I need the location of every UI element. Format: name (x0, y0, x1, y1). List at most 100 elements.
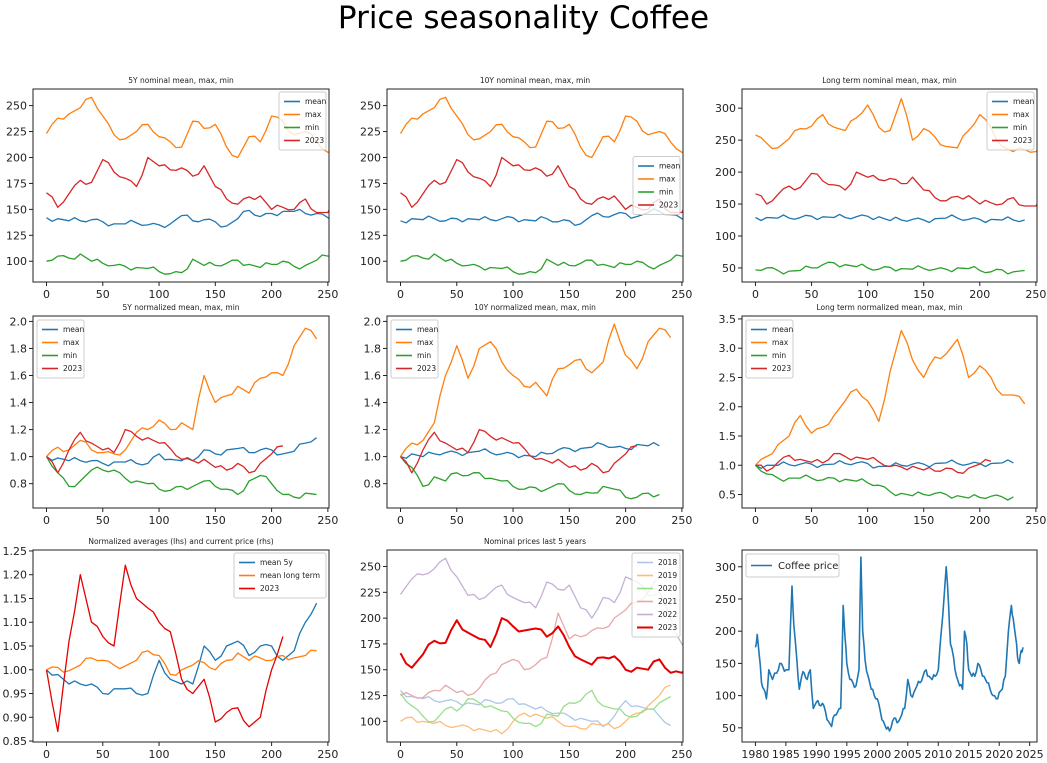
x-tick-label: 2010 (924, 748, 952, 761)
y-tick-label: 100 (360, 255, 381, 268)
x-tick-label: 200 (615, 514, 636, 527)
series-line-mean-long-term (46, 649, 317, 676)
legend-label: min (417, 351, 431, 360)
legend-label: mean (772, 325, 794, 334)
series-line-coffee-price (754, 556, 1024, 732)
legend-label: 2023 (417, 364, 436, 373)
x-tick-label: 200 (261, 514, 282, 527)
x-tick-label: 150 (913, 514, 934, 527)
series-group (45, 96, 329, 275)
x-tick-label: 50 (450, 288, 464, 301)
series-line-2021 (400, 576, 660, 699)
subplot-title: 5Y nominal mean, max, min (128, 76, 234, 85)
x-tick-label: 250 (1025, 514, 1046, 527)
y-tick-label: 1.00 (3, 664, 28, 677)
y-tick-label: 250 (715, 134, 736, 147)
y-tick-label: 1.10 (3, 616, 28, 629)
y-tick-label: 1.0 (719, 459, 737, 472)
x-tick-label: 2005 (894, 748, 922, 761)
figure-title: Price seasonality Coffee (337, 0, 710, 36)
y-tick-label: 125 (360, 690, 381, 703)
x-tick-label: 150 (205, 514, 226, 527)
legend-box (278, 91, 327, 151)
subplot-5: 10Y normalized mean, max, min 0 50 100 150 20… (364, 303, 693, 527)
legend: mean max min 2023 (986, 91, 1035, 151)
x-tick-label: 200 (261, 288, 282, 301)
series-line-2023 (400, 428, 638, 474)
legend-label: Coffee price (778, 561, 838, 572)
legend-label: 2023 (305, 136, 324, 145)
x-tick-label: 2025 (1016, 748, 1044, 761)
legend-label: max (772, 338, 789, 347)
x-tick-label: 250 (671, 748, 692, 761)
y-tick-label: 225 (6, 126, 27, 139)
subplot-8: Nominal prices last 5 years 0 50 100 150 200 2… (360, 537, 692, 761)
x-tick-label: 50 (96, 514, 110, 527)
subplot-1: 5Y nominal mean, max, min 0 50 100 150 200 250… (6, 76, 338, 301)
series-group (399, 323, 672, 500)
x-tick-label: 200 (969, 514, 990, 527)
y-tick-label: 1.5 (719, 430, 737, 443)
legend-label: max (1013, 110, 1030, 119)
legend-label: mean long term (260, 571, 320, 580)
legend: 2018 2019 2020 2021 2022 2023 (631, 552, 681, 638)
x-tick-label: 250 (1025, 288, 1046, 301)
axes-frame (741, 549, 1038, 743)
series-line-2023 (45, 564, 284, 733)
legend-label: min (659, 188, 673, 197)
y-tick-label: 100 (360, 715, 381, 728)
legend-label: max (305, 110, 322, 119)
x-tick-label: 50 (805, 514, 819, 527)
x-tick-label: 2000 (863, 748, 891, 761)
y-tick-label: 300 (715, 561, 736, 574)
subplot-title: Normalized averages (lhs) and current pr… (88, 537, 273, 546)
y-tick-label: 1.8 (10, 342, 28, 355)
subplot-title: Long term normalized mean, max, min (816, 303, 962, 312)
legend-label: mean (63, 325, 85, 334)
legend-box (36, 319, 85, 379)
x-tick-label: 100 (503, 288, 524, 301)
y-tick-label: 150 (715, 657, 736, 670)
x-tick-label: 250 (671, 288, 692, 301)
series-line-max (46, 327, 318, 458)
legend-label: 2023 (659, 201, 678, 210)
x-tick-label: 2020 (985, 748, 1013, 761)
y-tick-label: 0.5 (719, 489, 737, 502)
y-tick-label: 300 (715, 102, 736, 115)
legend-box (233, 552, 327, 599)
legend-label: min (772, 351, 786, 360)
y-tick-label: 200 (715, 166, 736, 179)
x-tick-label: 1990 (802, 748, 830, 761)
y-tick-label: 3.0 (719, 342, 737, 355)
y-tick-label: 200 (6, 151, 27, 164)
legend-label: 2023 (260, 584, 279, 593)
y-tick-label: 100 (715, 230, 736, 243)
y-tick-label: 250 (6, 100, 27, 113)
subplot-4: 5Y normalized mean, max, min 0 50 100 150 200… (10, 303, 339, 527)
series-line-2023 (46, 156, 329, 214)
x-tick-label: 1995 (833, 748, 861, 761)
series-line-mean-5y (46, 602, 318, 696)
series-line-2023 (755, 452, 992, 474)
legend-label: 2019 (658, 571, 677, 580)
series-line-mean (755, 213, 1025, 224)
legend-label: mean (659, 162, 681, 171)
y-tick-label: 175 (360, 638, 381, 651)
legend-label: 2023 (63, 364, 82, 373)
legend-label: mean 5y (260, 558, 293, 567)
legend-box (986, 91, 1035, 151)
x-tick-label: 150 (559, 288, 580, 301)
y-tick-label: 1.8 (364, 342, 382, 355)
axes-frame (386, 315, 684, 509)
x-tick-label: 150 (205, 288, 226, 301)
x-tick-label: 100 (857, 288, 878, 301)
axes-frame (386, 549, 684, 743)
x-tick-label: 250 (317, 748, 338, 761)
x-tick-label: 0 (43, 514, 50, 527)
y-tick-label: 1.4 (10, 397, 28, 410)
y-tick-label: 200 (715, 625, 736, 638)
y-tick-label: 175 (6, 177, 27, 190)
series-group (755, 329, 1026, 501)
x-tick-label: 200 (261, 748, 282, 761)
axes-frame (741, 315, 1038, 509)
